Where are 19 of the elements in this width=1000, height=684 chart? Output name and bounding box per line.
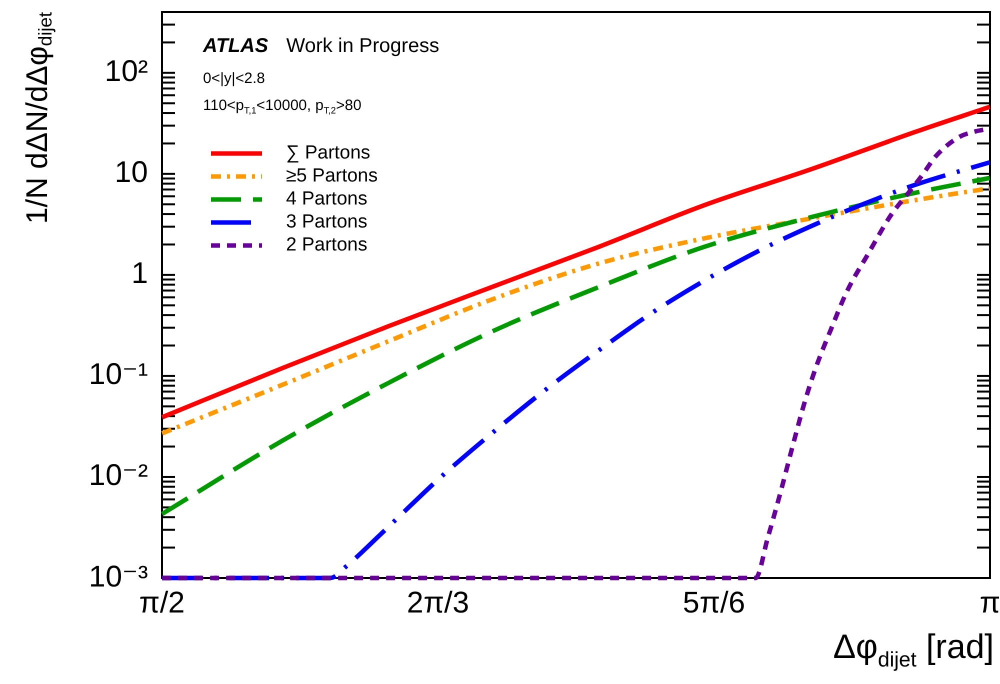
legend-label: ∑ Partons bbox=[286, 142, 370, 164]
x-axis-title: Δφ$_{dijet}$ [rad] bbox=[833, 628, 994, 672]
y-tick-label: 10 bbox=[114, 156, 148, 190]
legend-label: 2 Partons bbox=[286, 234, 368, 256]
y-tick-label: 10² bbox=[104, 55, 148, 88]
annotation: 110<p$_{T,1}$<10000, p$_{T,2}$>80 bbox=[203, 97, 362, 116]
y-tick-label: 10⁻² bbox=[88, 459, 148, 492]
y-tick-label: 10⁻¹ bbox=[88, 358, 148, 392]
x-tick-label: 5π/6 bbox=[682, 586, 746, 620]
annotation: ATLAS bbox=[203, 35, 268, 57]
line-series bbox=[160, 186, 992, 436]
annotation: 0<|y|<2.8 bbox=[203, 70, 266, 87]
legend-label: 4 Partons bbox=[286, 188, 368, 210]
annotation: Work in Progress bbox=[286, 35, 440, 57]
legend-label: ≥5 Partons bbox=[286, 166, 378, 187]
x-tick-label: 2π/3 bbox=[406, 586, 470, 620]
x-tick-label: π bbox=[980, 586, 1000, 620]
legend-label: 3 Partons bbox=[286, 212, 368, 233]
y-tick-label: 1 bbox=[131, 257, 148, 290]
